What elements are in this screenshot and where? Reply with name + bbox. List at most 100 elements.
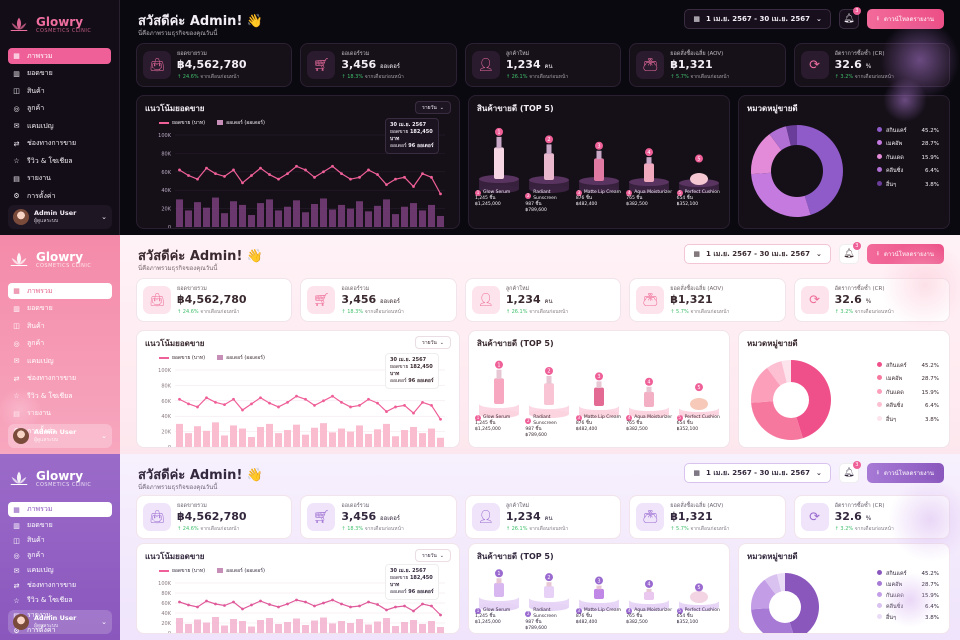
order-bar[interactable] [185, 433, 192, 447]
sidebar-item-star[interactable]: ☆ รีวิว & โซเชียล [8, 153, 111, 171]
order-bar[interactable] [257, 426, 264, 447]
sidebar-item-grid[interactable]: ▦ ภาพรวม [8, 283, 112, 299]
product-item[interactable]: 2 Radiant Sunscreen 987 ชิ้น ฿789,600 [523, 608, 573, 632]
order-bar[interactable] [392, 626, 399, 633]
category-legend-item[interactable]: สกินแคร์ 45.2% [877, 568, 939, 579]
legend-item-orders[interactable]: ออเดอร์ (ออเดอร์) [217, 567, 265, 575]
order-bar[interactable] [185, 210, 192, 227]
order-bar[interactable] [284, 622, 291, 633]
sales-point[interactable] [340, 602, 343, 606]
category-legend-item[interactable]: เมคอัพ 28.7% [877, 579, 939, 590]
order-bar[interactable] [320, 198, 327, 227]
order-bar[interactable] [176, 199, 183, 227]
order-bar[interactable] [203, 207, 210, 227]
category-legend-item[interactable]: คลีนซิ่ง 6.4% [877, 165, 939, 179]
product-image[interactable] [544, 383, 554, 405]
order-bar[interactable] [401, 622, 408, 633]
user-profile[interactable]: Admin User ผู้ดูแลระบบ ⌄ [8, 205, 112, 229]
sales-point[interactable] [187, 174, 190, 177]
sales-point[interactable] [304, 600, 307, 604]
sales-point[interactable] [322, 170, 325, 174]
sales-point[interactable] [349, 177, 352, 181]
order-bar[interactable] [230, 619, 237, 633]
kpi-card[interactable]: 👤︎ ลูกค้าใหม่ 1,234 คน ↑ 26.1% จากเดือนก… [464, 278, 622, 322]
sidebar-item-share[interactable]: ⇄ ช่องทางการขาย [8, 370, 112, 388]
order-bar[interactable] [419, 433, 426, 447]
order-bar[interactable] [347, 208, 354, 227]
order-bar[interactable] [239, 204, 246, 227]
sales-point[interactable] [232, 600, 235, 604]
sales-point[interactable] [214, 400, 217, 404]
product-image[interactable] [544, 153, 554, 180]
product-image[interactable] [690, 591, 708, 603]
period-select[interactable]: รายวัน ⌄ [415, 336, 451, 349]
sales-trend-chart[interactable]: 020K40K60K80K100K1 เม.ย.6 เม.ย.11 เม.ย.1… [145, 129, 453, 229]
kpi-card[interactable]: 🛒︎ ออเดอร์รวม 3,456 ออเดอร์ ↑ 18.3% จากเ… [300, 43, 457, 87]
sales-point[interactable] [385, 410, 388, 413]
product-item[interactable]: 5 Perfect Cushion 654 ชิ้น ฿352,100 [675, 415, 725, 439]
logo[interactable]: Glowry COSMETICS CLINIC [8, 245, 112, 275]
notification-button[interactable]: 🔔︎ 3 [838, 7, 861, 29]
sales-point[interactable] [286, 602, 289, 606]
sales-point[interactable] [196, 177, 199, 181]
sales-point[interactable] [277, 405, 280, 409]
sales-point[interactable] [349, 605, 352, 609]
product-item[interactable]: 3 Matte Lip Cream 876 ชิ้น ฿482,400 [574, 608, 624, 632]
order-bar[interactable] [194, 426, 201, 447]
sales-point[interactable] [394, 605, 397, 609]
notification-button[interactable]: 🔔︎ 3 [838, 461, 861, 483]
order-bar[interactable] [194, 202, 201, 227]
product-image[interactable] [690, 398, 708, 410]
category-legend-item[interactable]: อื่นๆ 3.8% [877, 612, 939, 623]
date-range-picker[interactable]: ▦ 1 เม.ย. 2567 - 30 เม.ย. 2567 ⌄ [684, 463, 831, 483]
kpi-card[interactable]: 👤︎ ลูกค้าใหม่ 1,234 คน ↑ 26.1% จากเดือนก… [464, 43, 622, 87]
order-bar[interactable] [185, 624, 192, 633]
order-bar[interactable] [293, 200, 300, 227]
order-bar[interactable] [437, 627, 444, 633]
order-bar[interactable] [428, 204, 435, 227]
order-bar[interactable] [320, 423, 327, 447]
order-bar[interactable] [284, 430, 291, 447]
sidebar-item-chart[interactable]: ▥ ยอดขาย [8, 300, 112, 318]
order-bar[interactable] [365, 433, 372, 447]
logo[interactable]: Glowry COSMETICS CLINIC [8, 464, 112, 494]
order-bar[interactable] [266, 618, 273, 633]
order-bar[interactable] [401, 206, 408, 227]
sales-point[interactable] [241, 607, 244, 611]
sales-point[interactable] [367, 168, 370, 172]
order-bar[interactable] [356, 201, 363, 227]
sales-point[interactable] [385, 183, 388, 187]
order-bar[interactable] [392, 214, 399, 227]
order-bar[interactable] [374, 429, 381, 447]
sales-point[interactable] [412, 185, 415, 188]
category-legend-item[interactable]: คลีนซิ่ง 6.4% [877, 601, 939, 612]
sales-point[interactable] [358, 175, 361, 179]
order-bar[interactable] [257, 620, 264, 633]
kpi-card[interactable]: ⟳ อัตราการซื้อซ้ำ (CR) 32.6 % ↑ 3.2% จาก… [793, 278, 951, 322]
sales-point[interactable] [295, 164, 298, 168]
sales-point[interactable] [412, 411, 415, 415]
logo[interactable]: Glowry COSMETICS CLINIC [8, 10, 111, 40]
sales-point[interactable] [178, 600, 181, 604]
order-bar[interactable] [302, 212, 309, 227]
kpi-card[interactable]: 👜︎ ยอดขายรวม ฿4,562,780 ↑ 24.6% จากเดือน… [136, 43, 293, 87]
sidebar-item-users[interactable]: ◎ ลูกค้า [8, 548, 112, 563]
user-profile[interactable]: Admin User ผู้ดูแลระบบ ⌄ [8, 424, 112, 448]
sidebar-item-grid[interactable]: ▦ ภาพรวม [8, 502, 112, 517]
sales-point[interactable] [430, 175, 433, 179]
sales-trend-chart[interactable]: 020K40K60K80K100K1 เม.ย.6 เม.ย.11 เม.ย.1… [145, 364, 453, 448]
download-report-button[interactable]: ⭳ ดาวน์โหลดรายงาน [866, 244, 944, 264]
order-bar[interactable] [248, 436, 255, 447]
sidebar-item-chart[interactable]: ▥ ยอดขาย [8, 65, 111, 83]
sales-point[interactable] [214, 172, 217, 176]
order-bar[interactable] [176, 618, 183, 633]
sidebar-item-star[interactable]: ☆ รีวิว & โซเชียล [8, 593, 112, 608]
sidebar-item-star[interactable]: ☆ รีวิว & โซเชียล [8, 388, 112, 406]
sales-point[interactable] [196, 405, 199, 409]
order-bar[interactable] [203, 430, 210, 447]
order-bar[interactable] [383, 618, 390, 633]
order-bar[interactable] [275, 210, 282, 227]
order-bar[interactable] [302, 434, 309, 447]
order-bar[interactable] [266, 423, 273, 447]
order-bar[interactable] [329, 623, 336, 634]
